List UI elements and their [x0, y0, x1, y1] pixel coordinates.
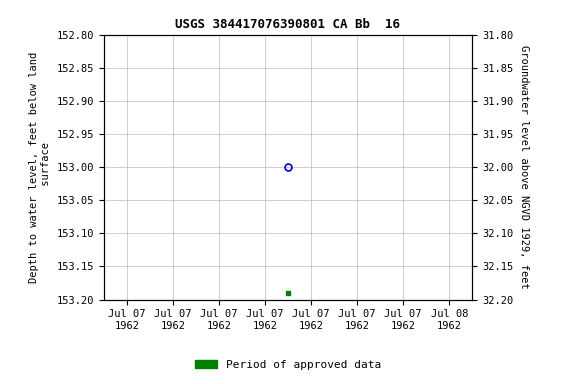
Title: USGS 384417076390801 CA Bb  16: USGS 384417076390801 CA Bb 16	[176, 18, 400, 31]
Legend: Period of approved data: Period of approved data	[191, 356, 385, 375]
Y-axis label: Groundwater level above NGVD 1929, feet: Groundwater level above NGVD 1929, feet	[519, 45, 529, 289]
Y-axis label: Depth to water level, feet below land
 surface: Depth to water level, feet below land su…	[29, 51, 51, 283]
